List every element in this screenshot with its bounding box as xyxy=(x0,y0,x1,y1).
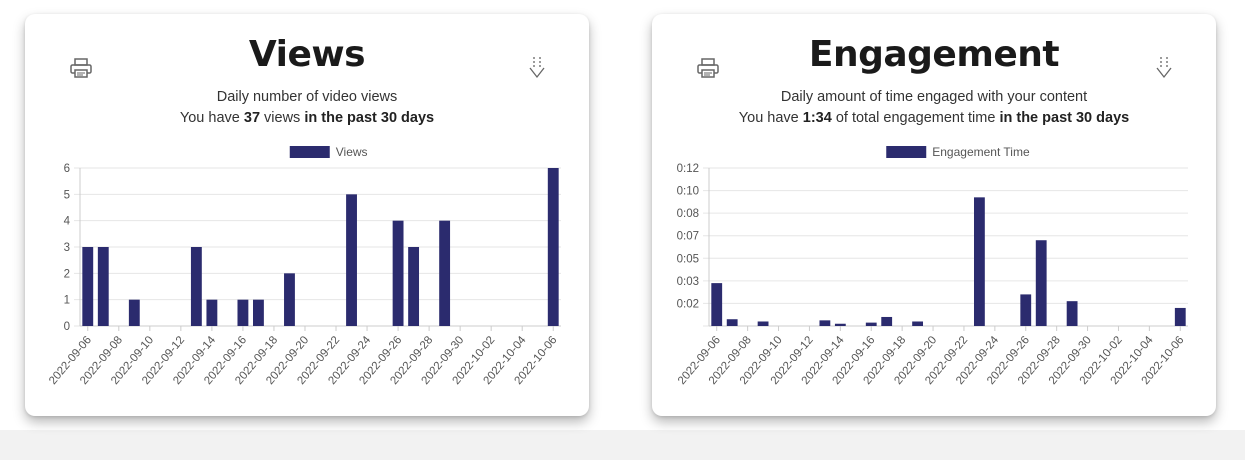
y-tick-label: 0:08 xyxy=(677,208,699,220)
bar[interactable]: 2022-09-17: 0.8 xyxy=(881,316,893,326)
printer-icon xyxy=(697,58,719,78)
views-summary: You have 37 views in the past 30 days xyxy=(179,110,435,126)
bar[interactable]: 2022-09-09: 1 xyxy=(128,299,140,326)
y-tick-label: 0 xyxy=(64,321,70,333)
y-tick-label: 5 xyxy=(64,189,70,201)
bar[interactable]: 2022-10-06: 6 xyxy=(547,168,559,326)
chart-title: Engagement xyxy=(808,34,1060,75)
legend-swatch xyxy=(886,146,927,158)
bar[interactable]: 2022-09-06: 3 xyxy=(82,247,94,326)
y-tick-label: 0:12 xyxy=(677,163,699,175)
views-card: Views Daily number of video views You ha… xyxy=(25,14,589,416)
y-tick-label: 0:10 xyxy=(677,186,699,198)
x-axis: 2022-09-062022-09-082022-09-102022-09-12… xyxy=(47,325,561,387)
engagement-bar-chart: Engagement Time0:120:100:080:070:050:030… xyxy=(676,145,1188,387)
print-button[interactable] xyxy=(694,54,722,82)
legend-label: Views xyxy=(336,145,368,159)
bar[interactable]: 2022-09-13: 3 xyxy=(190,247,202,326)
y-tick-label: 0:07 xyxy=(677,231,699,243)
download-button[interactable] xyxy=(523,54,551,82)
y-tick-label: 2 xyxy=(64,268,70,280)
bar[interactable]: 2022-09-07: 3 xyxy=(97,247,109,326)
download-arrow-icon xyxy=(529,57,545,79)
download-button[interactable] xyxy=(1150,54,1178,82)
bar[interactable]: 2022-09-14: 0.2 xyxy=(834,323,846,326)
page-footer-band xyxy=(0,430,1245,460)
print-button[interactable] xyxy=(67,54,95,82)
bar[interactable]: 2022-09-06: 3.8 xyxy=(711,283,723,326)
bar[interactable]: 2022-09-29: 2.2 xyxy=(1066,301,1078,326)
bar[interactable]: 2022-09-23: 11.4 xyxy=(973,197,985,326)
bar[interactable]: 2022-09-17: 1 xyxy=(253,299,264,326)
bar[interactable]: 2022-09-16: 1 xyxy=(237,299,249,326)
bar[interactable]: 2022-09-07: 0.6 xyxy=(726,319,738,326)
chart-subtitle: Daily number of video views xyxy=(216,89,398,105)
bar[interactable]: 2022-09-26: 2.8 xyxy=(1020,294,1032,326)
bar[interactable]: 2022-09-29: 4 xyxy=(439,220,451,326)
chart-title: Views xyxy=(248,34,366,75)
y-axis: 0:12 0:10 0:08 0:07 0:05 0:03 0:02 xyxy=(677,163,1188,327)
download-arrow-icon xyxy=(1156,57,1172,79)
y-tick-label: 3 xyxy=(64,242,70,254)
bar[interactable]: 2022-09-23: 5 xyxy=(346,194,357,326)
legend[interactable]: Engagement Time xyxy=(886,145,1030,159)
bar[interactable]: 2022-09-19: 0.4 xyxy=(912,321,924,326)
bar[interactable]: 2022-09-27: 3 xyxy=(408,247,420,326)
legend-label: Engagement Time xyxy=(932,145,1030,159)
y-tick-label: 4 xyxy=(64,216,71,228)
legend-swatch xyxy=(289,146,330,158)
y-tick-label: 0:03 xyxy=(677,276,699,288)
views-bar-chart: Views 0 1 2 3 4 5 6 2022-09-062022-09-082022-09-… xyxy=(47,145,561,387)
printer-icon xyxy=(70,58,92,78)
y-tick-label: 6 xyxy=(64,163,70,175)
bar[interactable]: 2022-09-27: 7.6 xyxy=(1035,240,1047,326)
bar[interactable]: 2022-09-16: 0.3 xyxy=(865,322,877,326)
bar[interactable]: 2022-09-26: 4 xyxy=(392,220,404,326)
y-tick-label: 0:05 xyxy=(677,253,699,265)
bar[interactable]: 2022-09-13: 0.5 xyxy=(819,320,831,326)
chart-subtitle: Daily amount of time engaged with your c… xyxy=(780,89,1088,105)
bar[interactable]: 2022-09-19: 2 xyxy=(284,273,295,326)
engagement-summary: You have 1:34 of total engagement time i… xyxy=(738,110,1130,126)
legend[interactable]: Views xyxy=(289,145,368,159)
engagement-total: 1:34 xyxy=(802,110,832,126)
bar[interactable]: 2022-09-14: 1 xyxy=(206,299,218,326)
bar[interactable]: 2022-09-09: 0.4 xyxy=(757,321,769,326)
y-tick-label: 1 xyxy=(64,295,70,307)
engagement-card: Engagement Daily amount of time engaged … xyxy=(652,14,1216,416)
bars: 2022-09-06: 32022-09-07: 3 2022-09-09: 1 2… xyxy=(82,168,559,326)
y-tick-label: 0:02 xyxy=(677,298,699,310)
bar[interactable]: 2022-10-06: 1.6 xyxy=(1174,307,1186,326)
views-total: 37 xyxy=(243,110,261,126)
x-axis: 2022-09-062022-09-082022-09-102022-09-12… xyxy=(676,325,1188,387)
